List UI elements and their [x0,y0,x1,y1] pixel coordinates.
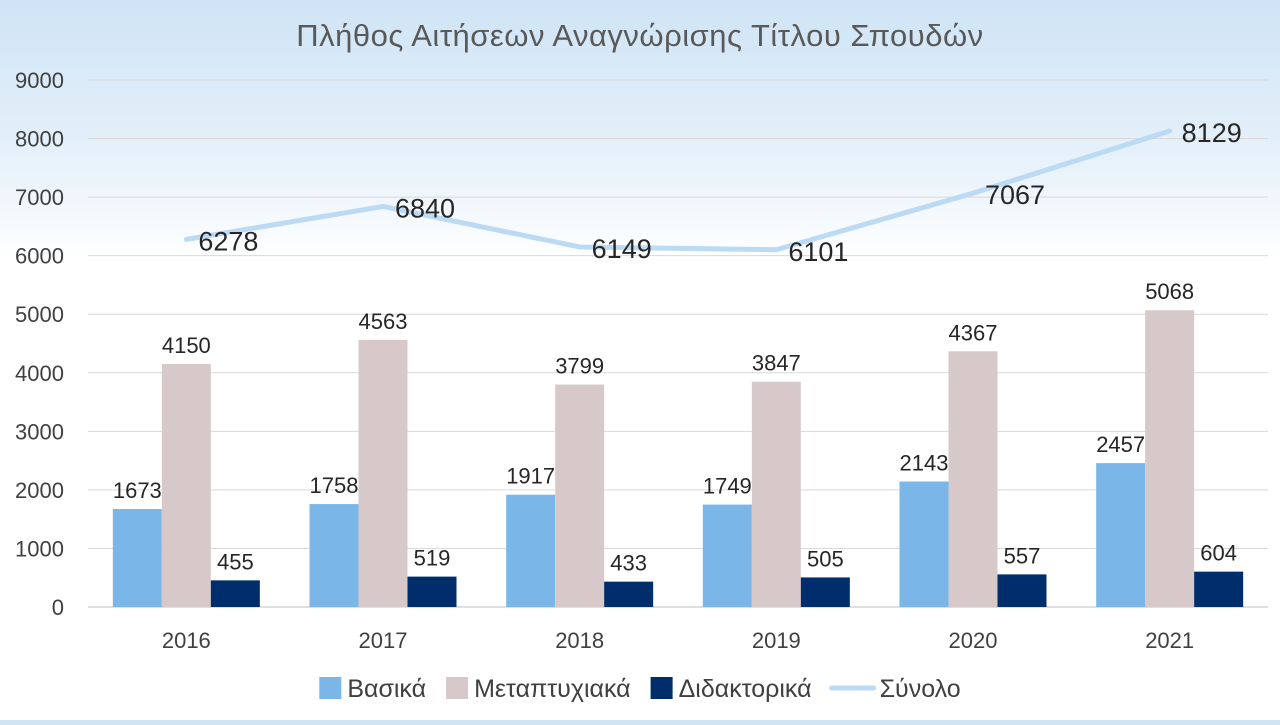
y-tick-label: 5000 [15,302,64,327]
bar-postgraduate [751,381,801,607]
x-tick-label: 2017 [359,628,408,653]
y-tick-label: 8000 [15,127,64,152]
legend-item: Μεταπτυχιακά [446,675,631,703]
legend-swatch [650,677,673,699]
bar-value-label: 433 [610,551,647,576]
legend-label: Μεταπτυχιακά [474,675,631,703]
bar-value-label: 4150 [162,333,211,358]
bar-value-label: 2457 [1096,432,1145,457]
bar-basic [506,494,556,607]
bars: 1673 4150 455 1758 4563 519 1917 3799 433 1749 384… [112,279,1244,607]
legend: Βασικά Μεταπτυχιακά Διδακτορικά Σύνολο [319,675,961,703]
legend-label: Σύνολο [880,675,961,703]
bar-value-label: 604 [1200,541,1237,566]
x-axis-ticks: 2016 2017 2018 2019 2020 2021 [162,628,1194,653]
gridlines [88,79,1268,608]
legend-swatch [319,677,342,699]
bar-doctoral [997,574,1047,607]
y-tick-label: 3000 [15,419,64,444]
y-tick-label: 7000 [15,185,64,210]
bar-value-label: 3847 [752,351,801,376]
y-tick-label: 9000 [15,68,64,93]
y-tick-label: 0 [52,595,64,620]
bar-value-label: 2143 [900,451,949,476]
x-tick-label: 2019 [752,628,801,653]
y-axis-ticks: 0 1000 2000 3000 4000 5000 6000 7000 8000 9000 [15,68,64,620]
bar-value-label: 455 [217,549,254,574]
bar-value-label: 519 [414,546,451,571]
total-line: 6278 6840 6149 6101 7067 8129 [183,118,1242,267]
total-value-label: 6149 [592,234,652,264]
bar-value-label: 557 [1004,543,1041,568]
bar-value-label: 1749 [703,474,752,499]
total-value-label: 6101 [788,237,848,267]
bar-doctoral [1194,571,1244,607]
legend-label: Βασικά [347,675,426,703]
legend-swatch [446,677,469,699]
bar-postgraduate [1145,310,1195,607]
bar-doctoral [604,581,654,607]
x-tick-label: 2021 [1145,628,1194,653]
bar-basic [899,481,949,607]
bar-value-label: 4563 [359,309,408,334]
chart-title: Πλήθος Αιτήσεων Αναγνώρισης Τίτλου Σπουδ… [296,18,983,53]
bar-value-label: 3799 [555,354,604,379]
bar-postgraduate [161,363,211,607]
bar-value-label: 1758 [310,473,359,498]
bar-basic [309,504,359,607]
bar-postgraduate [948,351,998,607]
total-value-label: 8129 [1182,118,1242,148]
total-value-label: 6278 [198,226,258,256]
bar-value-label: 1917 [506,464,555,489]
legend-label: Διδακτορικά [679,675,812,703]
y-tick-label: 2000 [15,478,64,503]
bar-basic [112,509,162,607]
legend-item: Σύνολο [829,675,961,703]
y-tick-label: 6000 [15,244,64,269]
bar-doctoral [800,577,850,607]
bar-basic [1096,463,1146,607]
bar-value-label: 505 [807,546,844,571]
bar-value-label: 5068 [1145,279,1194,304]
x-tick-label: 2016 [162,628,211,653]
legend-item: Βασικά [319,675,426,703]
bar-postgraduate [555,384,605,607]
total-value-label: 7067 [985,180,1045,210]
total-line-path [183,128,1173,253]
legend-item: Διδακτορικά [650,675,812,703]
bar-value-label: 4367 [949,320,998,345]
total-value-label: 6840 [395,193,455,223]
bar-doctoral [210,580,260,607]
y-tick-label: 4000 [15,361,64,386]
bar-postgraduate [358,339,408,607]
y-tick-label: 1000 [15,536,64,561]
bar-value-label: 1673 [113,478,162,503]
x-tick-label: 2018 [555,628,604,653]
bar-doctoral [407,576,457,607]
x-tick-label: 2020 [949,628,998,653]
bar-basic [702,504,752,607]
